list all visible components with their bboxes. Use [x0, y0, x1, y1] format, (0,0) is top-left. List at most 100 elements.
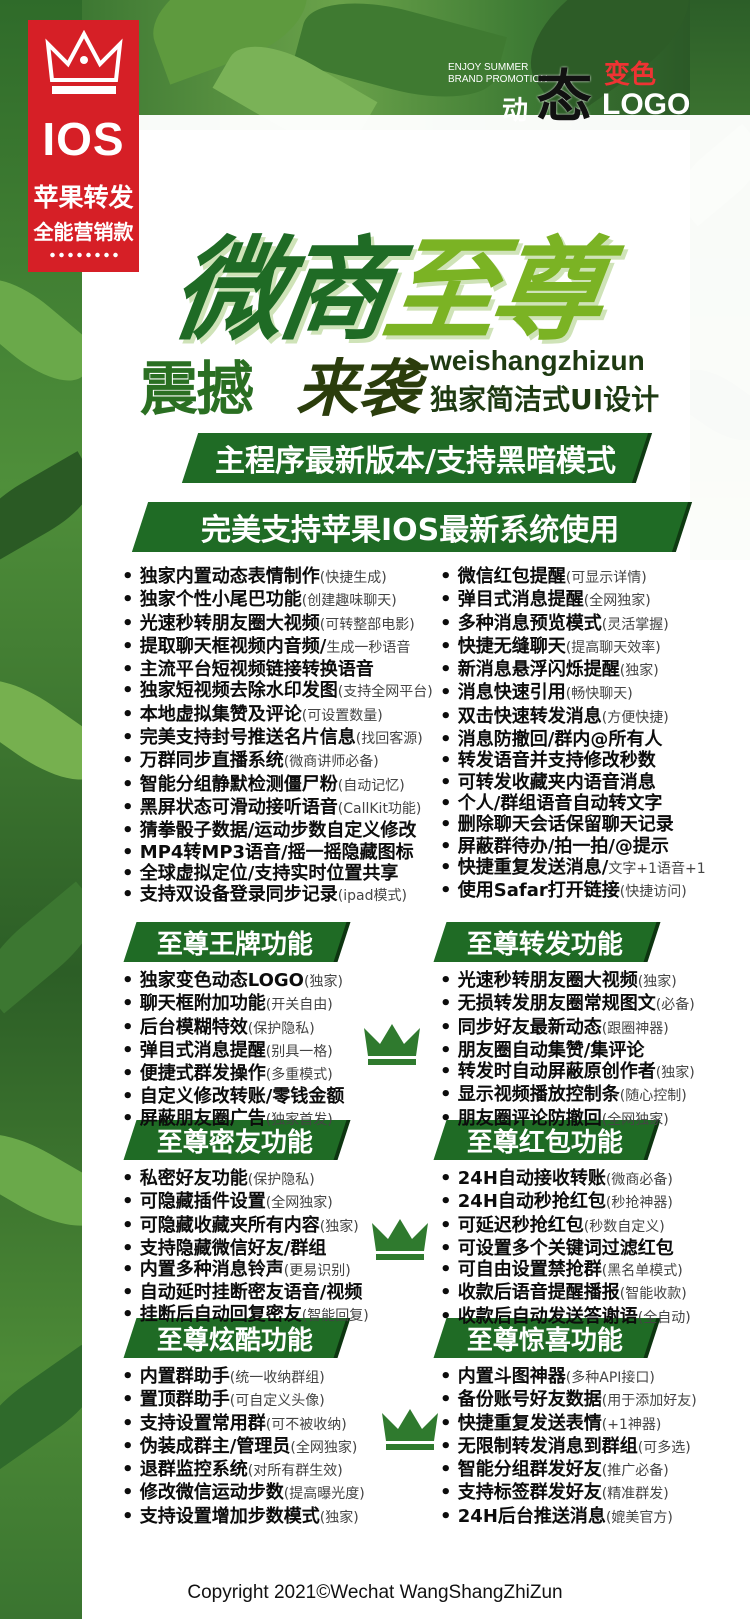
feature-note: (独家首发)	[265, 1111, 333, 1128]
feature-note: (全自动)	[637, 1309, 691, 1326]
feature-note: (ipad模式)	[337, 888, 407, 905]
feature-item: 内置多种消息铃声(更易识别)	[122, 1259, 369, 1282]
feature-item: 黑屏状态可滑动接听语音(CallKit功能)	[122, 797, 433, 820]
feature-text: 可隐藏收藏夹所有内容	[139, 1214, 320, 1236]
feature-text: 个人/群组语音自动转文字	[457, 792, 663, 814]
feature-text: 独家个性小尾巴功能	[139, 589, 302, 611]
feature-item: 智能分组静默检测僵尸粉(自动记忆)	[122, 774, 433, 797]
feature-text: 转发时自动屏蔽原创作者	[457, 1061, 656, 1083]
feature-item: 后台模糊特效(保护隐私)	[122, 1017, 344, 1040]
feature-item: 主流平台短视频链接转换语音	[122, 659, 433, 680]
feature-note: (媲美官方)	[605, 1509, 673, 1526]
subtitle-ui-design: 独家简洁式UI设计	[430, 383, 660, 416]
feature-note: (可显示详情)	[565, 570, 647, 586]
feature-text: 智能分组群发好友	[457, 1459, 602, 1481]
feature-text: 光速秒转朋友圈大视频	[457, 970, 638, 991]
feature-item: 快捷无缝聊天(提高聊天效率)	[440, 636, 706, 659]
feature-item: 便捷式群发操作(多重模式)	[122, 1063, 344, 1086]
feature-item: 可延迟秒抢红包(秒数自定义)	[440, 1215, 691, 1238]
feature-item: 内置群助手(统一收纳群组)	[122, 1366, 365, 1389]
feature-text: 内置斗图神器	[457, 1366, 566, 1387]
feature-item: 支持标签群发好友(精准群发)	[440, 1482, 697, 1505]
feature-item: 弹目式消息提醒(别具一格)	[122, 1040, 344, 1063]
feature-text: 24H自动秒抢红包	[457, 1191, 606, 1213]
feature-item: 支持隐藏微信好友/群组	[122, 1238, 369, 1259]
banner-ios-support-text: 完美支持苹果IOS最新系统使用	[200, 513, 620, 548]
feature-note: (找回客源)	[355, 731, 423, 748]
feature-item: 独家内置动态表情制作(快捷生成)	[122, 566, 433, 589]
feature-item: 自动延时挂断密友语音/视频	[122, 1282, 369, 1303]
feature-note: (全网独家)	[583, 593, 651, 610]
feature-text: 可自由设置禁抢群	[457, 1259, 602, 1281]
section-title-1-text: 至尊王牌功能	[156, 929, 313, 960]
feature-item: 转发时自动屏蔽原创作者(独家)	[440, 1061, 695, 1084]
feature-item: 退群监控系统(对所有群生效)	[122, 1459, 365, 1482]
section-6-list: 内置斗图神器(多种API接口)备份账号好友数据(用于添加好友)快捷重复发送表情(…	[440, 1366, 697, 1529]
feature-text: 自动延时挂断密友语音/视频	[139, 1282, 363, 1304]
feature-item: 完美支持封号推送名片信息(找回客源)	[122, 727, 433, 750]
feature-text: 可延迟秒抢红包	[457, 1214, 584, 1236]
title-char-2: 商	[270, 226, 395, 356]
section-1-list: 独家变色动态LOGO(独家)聊天框附加功能(开关自由)后台模糊特效(保护隐私)弹…	[122, 970, 345, 1131]
feature-item: 可隐藏收藏夹所有内容(独家)	[122, 1215, 369, 1238]
feature-item: 屏蔽朋友圈广告(独家首发)	[122, 1108, 344, 1131]
feature-item: 双击快速转发消息(方便快捷)	[440, 706, 706, 729]
feature-item: 快捷重复发送表情(+1神器)	[440, 1413, 697, 1436]
feature-item: 可设置多个关键词过滤红包	[440, 1238, 691, 1259]
banner-ios-support: 完美支持苹果IOS最新系统使用	[131, 502, 689, 552]
feature-note: (独家)	[655, 1065, 695, 1082]
feature-text: 收款后语音提醒播报	[457, 1282, 620, 1304]
feature-item: 24H自动接收转账(微商必备)	[440, 1168, 691, 1191]
feature-text: 光速秒转朋友圈大视频	[139, 612, 320, 634]
feature-item: 智能分组群发好友(推广必备)	[440, 1459, 697, 1482]
feature-item: 收款后语音提醒播报(智能收款)	[440, 1282, 691, 1305]
title-char-3: 至	[376, 226, 501, 356]
feature-note: (快捷访问)	[619, 884, 687, 901]
feature-item: 使用Safar打开链接(快捷访问)	[440, 880, 706, 903]
feature-text: 微信红包提醒	[457, 566, 566, 587]
feature-note: (统一收纳群组)	[229, 1370, 325, 1386]
section-title-1: 至尊王牌功能	[123, 922, 347, 962]
feature-text: 自定义修改转账/零钱金额	[139, 1086, 345, 1108]
feature-item: 提取聊天框视频内音频/生成一秒语音	[122, 636, 433, 659]
feature-note: (+1神器)	[601, 1416, 662, 1433]
feature-note: (可不被收纳)	[265, 1416, 347, 1433]
logo-en-line1: ENJOY SUMMER	[448, 62, 529, 73]
feature-text: 黑屏状态可滑动接听语音	[139, 796, 338, 818]
feature-text: 删除聊天会话保留聊天记录	[457, 814, 674, 836]
feature-note: (可设置数量)	[301, 707, 383, 724]
feature-note: (支持全网平台)	[337, 684, 433, 701]
feature-text: 使用Safar打开链接	[457, 880, 620, 902]
badge-ios-text: IOS	[42, 113, 125, 165]
feature-item: 自定义修改转账/零钱金额	[122, 1086, 345, 1108]
section-5-list: 内置群助手(统一收纳群组)置顶群助手(可自定义头像)支持设置常用群(可不被收纳)…	[122, 1366, 365, 1529]
feature-note: (开关自由)	[265, 997, 333, 1014]
title-char-1: 微	[164, 226, 289, 356]
feature-text: 可设置多个关键词过滤红包	[457, 1237, 674, 1259]
feature-text: 主流平台短视频链接转换语音	[139, 659, 374, 681]
title-char-4: 尊	[482, 226, 607, 356]
feature-item: 聊天框附加功能(开关自由)	[122, 993, 344, 1016]
feature-note: (快捷生成)	[319, 570, 387, 586]
feature-item: 可转发收藏夹内语音消息	[440, 772, 706, 793]
feature-note: (秒数自定义)	[583, 1218, 665, 1235]
feature-note: (独家)	[304, 974, 343, 990]
feature-text: 便捷式群发操作	[139, 1063, 266, 1085]
feature-item: 猜拳骰子数据/运动步数自定义修改	[122, 820, 433, 841]
feature-item: 独家变色动态LOGO(独家)	[122, 970, 344, 993]
feature-text: 可转发收藏夹内语音消息	[457, 771, 656, 793]
feature-note: (可多选)	[637, 1439, 691, 1456]
feature-note: (多重模式)	[265, 1067, 333, 1084]
small-crown-icon	[382, 1409, 438, 1450]
feature-item: 24H后台推送消息(媲美官方)	[440, 1506, 697, 1529]
feature-text: 24H自动接收转账	[457, 1168, 606, 1189]
feature-text: 无限制转发消息到群组	[457, 1435, 638, 1457]
banner-main-version: 主程序最新版本/支持黑暗模式	[181, 433, 649, 483]
feature-item: 可隐藏插件设置(全网独家)	[122, 1191, 369, 1214]
feature-list-left: 独家内置动态表情制作(快捷生成)独家个性小尾巴功能(创建趣味聊天)光速秒转朋友圈…	[122, 566, 433, 907]
feature-note: (全网独家)	[290, 1439, 358, 1456]
feature-item: 光速秒转朋友圈大视频(独家)	[440, 970, 695, 993]
feature-note: (独家)	[637, 974, 677, 990]
feature-item: 同步好友最新动态(跟圈神器)	[440, 1017, 695, 1040]
section-4-list: 24H自动接收转账(微商必备)24H自动秒抢红包(秒抢神器)可延迟秒抢红包(秒数…	[440, 1168, 691, 1329]
